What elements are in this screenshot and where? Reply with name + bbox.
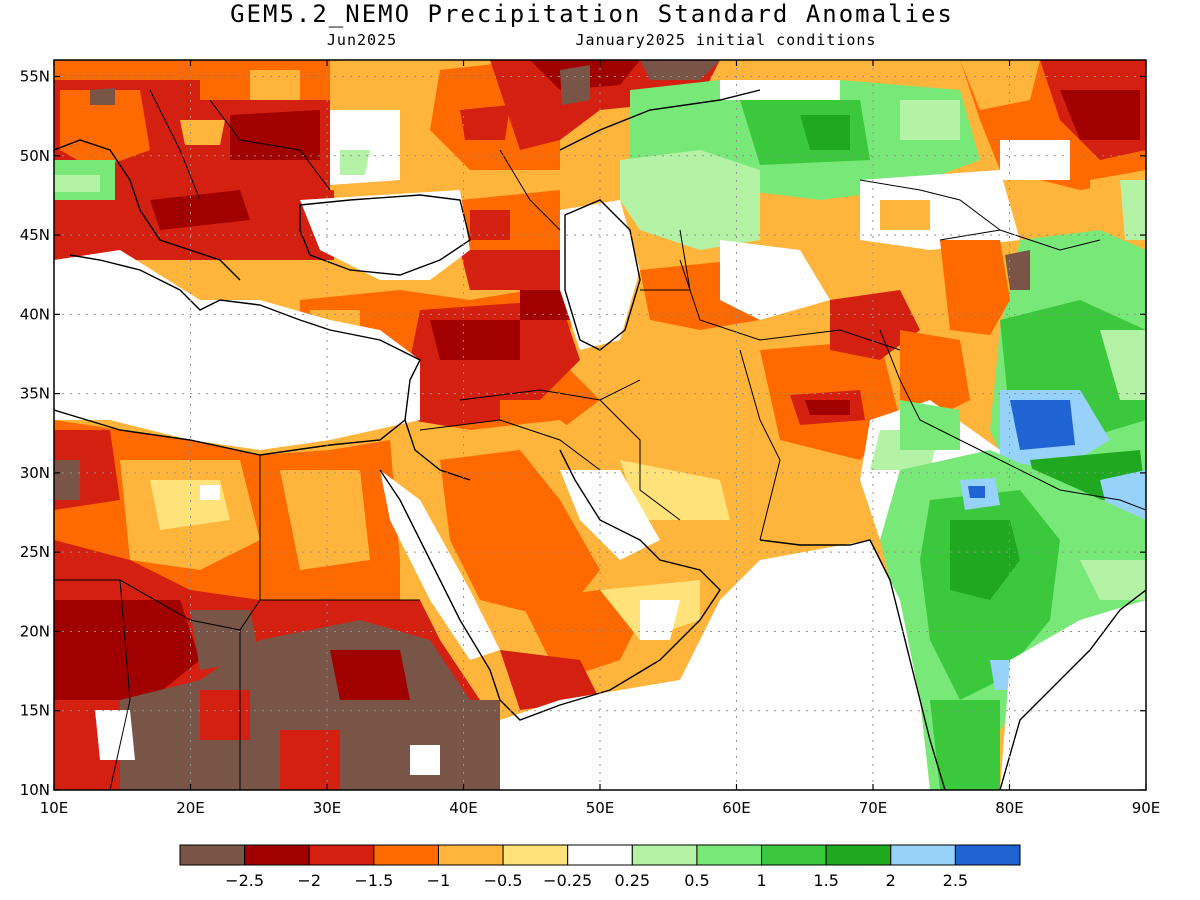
colorbar-swatch — [890, 844, 956, 866]
colorbar-swatch — [696, 844, 763, 866]
colorbar-swatch — [373, 844, 439, 866]
colorbar-swatch — [308, 844, 375, 866]
map-title: GEM5.2_NEMO Precipitation Standard Anoma… — [230, 0, 954, 28]
colorbar-label: 2.5 — [943, 871, 968, 890]
colorbar-label: −0.25 — [543, 871, 592, 890]
lat-label: 30N — [20, 464, 50, 482]
longitude-labels: 10E 20E 30E 40E 50E 60E 70E 80E 90E — [40, 799, 1161, 817]
colorbar-label: 0.5 — [684, 871, 709, 890]
colorbar-label: −2 — [297, 871, 321, 890]
graticule — [54, 60, 1146, 790]
lon-label: 50E — [586, 799, 615, 817]
colorbar-swatch — [954, 844, 1021, 866]
lat-label: 55N — [20, 68, 50, 86]
lat-label: 40N — [20, 305, 50, 323]
lon-label: 80E — [995, 799, 1024, 817]
lon-label: 10E — [40, 799, 69, 817]
colorbar-label: 0.25 — [614, 871, 650, 890]
lat-label: 45N — [20, 226, 50, 244]
colorbar-label: −1 — [427, 871, 451, 890]
lat-label: 35N — [20, 385, 50, 403]
lat-label: 20N — [20, 622, 50, 640]
colorbar-swatch — [437, 844, 504, 866]
colorbar-swatch — [761, 844, 827, 866]
coastlines — [54, 89, 1146, 790]
forecast-month: Jun2025 — [327, 31, 397, 49]
colorbar-label: 2 — [886, 871, 896, 890]
lat-label: 25N — [20, 543, 50, 561]
colorbar-label: 1 — [756, 871, 766, 890]
colorbar-label: −1.5 — [354, 871, 393, 890]
lat-label: 15N — [20, 702, 50, 720]
country-borders — [54, 89, 1146, 790]
latitude-labels: 55N 50N 45N 40N 35N 30N 25N 20N 15N 10N — [20, 68, 50, 800]
colorbar-label: −0.5 — [484, 871, 523, 890]
lon-label: 60E — [722, 799, 751, 817]
lon-label: 40E — [449, 799, 478, 817]
lon-label: 20E — [176, 799, 205, 817]
colorbar-swatch — [502, 844, 569, 866]
lat-label: 50N — [20, 147, 50, 165]
initial-conditions-label: January2025 initial conditions — [576, 31, 877, 49]
colorbar-label: 1.5 — [813, 871, 838, 890]
lon-label: 90E — [1132, 799, 1161, 817]
lat-label: 10N — [20, 781, 50, 799]
anomaly-field — [54, 60, 1146, 790]
colorbar-legend: −2.5 −2 −1.5 −1 −0.5 −0.25 0.25 0.5 1 1.5 2 2.5 — [179, 844, 1021, 890]
colorbar-swatch — [567, 844, 633, 866]
colorbar-swatch — [244, 844, 310, 866]
colorbar-swatch — [179, 844, 246, 866]
axis-ticks — [53, 60, 1147, 791]
colorbar-swatch — [631, 844, 698, 866]
lon-label: 30E — [313, 799, 342, 817]
colorbar-label: −2.5 — [225, 871, 264, 890]
colorbar-swatch — [825, 844, 892, 866]
lon-label: 70E — [859, 799, 888, 817]
